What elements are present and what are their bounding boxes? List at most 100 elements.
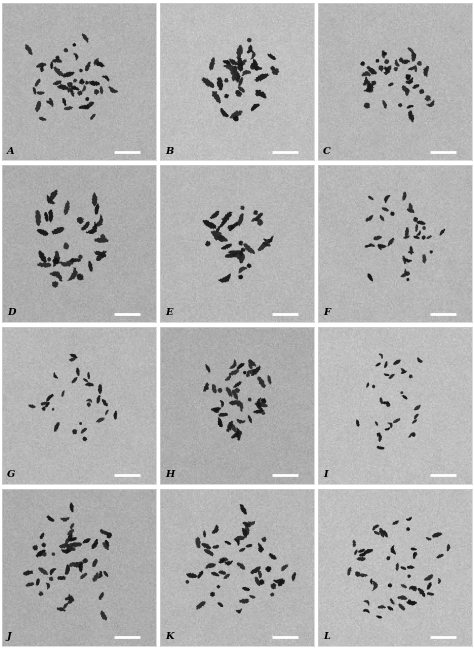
Polygon shape xyxy=(237,59,247,67)
Polygon shape xyxy=(82,436,87,441)
Polygon shape xyxy=(79,69,83,73)
Polygon shape xyxy=(422,226,426,230)
Polygon shape xyxy=(425,95,432,102)
Polygon shape xyxy=(33,87,37,95)
Polygon shape xyxy=(228,369,239,376)
Polygon shape xyxy=(370,578,373,585)
Polygon shape xyxy=(260,398,266,404)
Polygon shape xyxy=(233,69,241,83)
Polygon shape xyxy=(40,62,44,73)
Polygon shape xyxy=(229,359,237,369)
Polygon shape xyxy=(210,592,215,597)
Polygon shape xyxy=(424,574,433,581)
Polygon shape xyxy=(64,537,70,546)
Polygon shape xyxy=(407,574,411,578)
Polygon shape xyxy=(410,51,416,62)
Polygon shape xyxy=(210,231,219,237)
Polygon shape xyxy=(70,502,74,512)
Polygon shape xyxy=(68,537,78,542)
Polygon shape xyxy=(272,67,279,75)
Polygon shape xyxy=(426,537,431,541)
Polygon shape xyxy=(432,532,443,538)
Polygon shape xyxy=(418,588,426,597)
Polygon shape xyxy=(77,217,84,224)
Polygon shape xyxy=(203,382,209,392)
Polygon shape xyxy=(408,251,414,253)
Polygon shape xyxy=(378,434,382,442)
Polygon shape xyxy=(226,387,233,398)
Polygon shape xyxy=(233,381,242,388)
Polygon shape xyxy=(218,273,231,283)
Polygon shape xyxy=(362,77,369,86)
Polygon shape xyxy=(408,110,414,123)
Polygon shape xyxy=(213,408,219,413)
Polygon shape xyxy=(408,433,412,438)
Polygon shape xyxy=(98,384,102,395)
Polygon shape xyxy=(218,570,227,575)
Polygon shape xyxy=(419,88,424,94)
Polygon shape xyxy=(376,446,385,450)
Polygon shape xyxy=(412,419,417,424)
Polygon shape xyxy=(267,53,276,60)
Polygon shape xyxy=(386,402,391,407)
Polygon shape xyxy=(209,56,215,71)
Polygon shape xyxy=(46,194,55,204)
Polygon shape xyxy=(238,250,244,263)
Polygon shape xyxy=(422,254,427,264)
Polygon shape xyxy=(39,532,45,539)
Polygon shape xyxy=(228,58,239,66)
Polygon shape xyxy=(393,360,401,365)
Polygon shape xyxy=(87,402,91,407)
Polygon shape xyxy=(248,360,256,367)
Polygon shape xyxy=(78,104,89,110)
Polygon shape xyxy=(28,404,36,408)
Polygon shape xyxy=(97,395,101,404)
Polygon shape xyxy=(404,77,413,84)
Polygon shape xyxy=(26,582,35,587)
Polygon shape xyxy=(185,580,190,584)
Polygon shape xyxy=(387,422,392,428)
Polygon shape xyxy=(212,91,221,104)
Polygon shape xyxy=(81,221,90,230)
Polygon shape xyxy=(219,557,228,561)
Polygon shape xyxy=(42,406,46,411)
Polygon shape xyxy=(238,240,243,246)
Polygon shape xyxy=(55,55,60,60)
Polygon shape xyxy=(79,422,82,425)
Polygon shape xyxy=(205,364,210,373)
Polygon shape xyxy=(231,252,242,263)
Polygon shape xyxy=(415,224,418,232)
Polygon shape xyxy=(53,372,59,379)
Polygon shape xyxy=(85,101,94,110)
Polygon shape xyxy=(238,266,247,274)
Polygon shape xyxy=(41,543,46,548)
Polygon shape xyxy=(52,408,55,411)
Polygon shape xyxy=(79,79,85,85)
Polygon shape xyxy=(409,245,413,255)
Polygon shape xyxy=(46,100,54,105)
Polygon shape xyxy=(390,598,395,605)
Polygon shape xyxy=(113,410,118,420)
Polygon shape xyxy=(224,93,229,99)
Polygon shape xyxy=(366,382,369,388)
Polygon shape xyxy=(417,61,422,66)
Polygon shape xyxy=(408,47,414,53)
Polygon shape xyxy=(201,543,211,550)
Polygon shape xyxy=(222,60,232,67)
Polygon shape xyxy=(379,530,388,538)
Polygon shape xyxy=(253,210,258,215)
Polygon shape xyxy=(213,235,228,242)
Polygon shape xyxy=(395,563,400,571)
Polygon shape xyxy=(25,44,33,55)
Polygon shape xyxy=(409,374,413,378)
Polygon shape xyxy=(210,407,221,412)
Polygon shape xyxy=(220,108,229,117)
Polygon shape xyxy=(72,86,80,91)
Polygon shape xyxy=(228,250,241,255)
Polygon shape xyxy=(236,91,242,97)
Polygon shape xyxy=(225,373,231,381)
Polygon shape xyxy=(243,243,255,254)
Polygon shape xyxy=(237,402,242,407)
Polygon shape xyxy=(232,68,237,82)
Polygon shape xyxy=(384,361,388,369)
